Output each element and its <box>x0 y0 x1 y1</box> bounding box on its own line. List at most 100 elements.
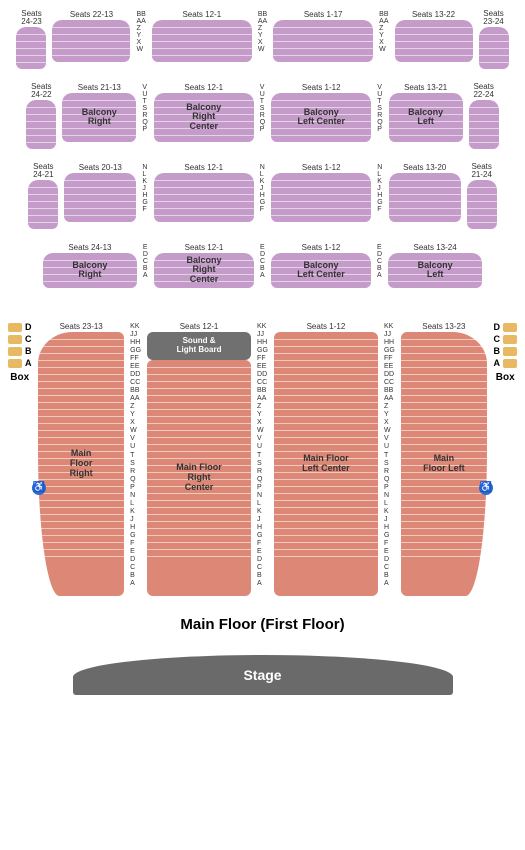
floor-title: Main Floor (First Floor) <box>180 616 344 633</box>
section-name: Balcony Left <box>412 261 459 281</box>
box-seat-row[interactable]: C <box>8 334 32 344</box>
section-name: Main Floor Right Center <box>173 463 225 493</box>
box-seat-row[interactable]: D <box>8 322 32 332</box>
seating-section[interactable] <box>273 20 373 62</box>
section-cluster: Seats 23-24 <box>479 10 509 69</box>
box-seat-row[interactable]: A <box>494 358 518 368</box>
section-name: Balcony Right <box>66 261 113 281</box>
section-name: Balcony Left <box>407 108 444 128</box>
seating-section[interactable] <box>28 180 58 229</box>
box-seat-row[interactable]: B <box>494 346 518 356</box>
seating-section[interactable] <box>16 27 46 69</box>
seating-section[interactable] <box>152 20 252 62</box>
balcony-row: Seats 24-22 Seats 21-13 Balcony Right VUTSR… <box>8 83 517 149</box>
seat-range-label: Seats 24-22 <box>26 83 56 99</box>
balcony-row: Seats 24-13 Balcony Right EDCBA Seats 12-1 B… <box>8 243 517 288</box>
seating-section[interactable] <box>479 27 509 69</box>
seat-range-label: Seats 1-17 <box>304 10 343 19</box>
seat-range-label: Seats 1-12 <box>307 322 346 331</box>
seat-range-label: Seats 12-1 <box>184 163 223 172</box>
section-cluster: Seats 1-12Balcony Left Center <box>271 83 371 142</box>
row-letters: NLKJHGF <box>142 164 147 213</box>
seat-range-label: Seats 12-1 <box>180 322 219 331</box>
seat-range-label: Seats 12-1 <box>182 10 221 19</box>
section-cluster: Seats 22-24 <box>469 83 499 149</box>
row-letters: BBAAZYXW <box>136 11 145 53</box>
section-name: Balcony Left Center <box>296 261 346 281</box>
seating-section[interactable]: Balcony Right Center <box>154 93 254 142</box>
seating-section[interactable] <box>64 173 136 222</box>
section-cluster: Seats 12-1 <box>152 10 252 62</box>
section-name: Balcony Right <box>81 108 118 128</box>
seat-range-label: Seats 13-24 <box>414 243 457 252</box>
seat-range-label: Seats 1-12 <box>302 163 341 172</box>
main-floor-area: DCBABoxSeats 23-13Main Floor Right♿KKJJH… <box>8 322 517 596</box>
seating-section[interactable] <box>469 100 499 149</box>
seat-range-label: Seats 24-13 <box>68 243 111 252</box>
seat-range-label: Seats 23-24 <box>479 10 509 26</box>
seating-section[interactable]: Balcony Right <box>62 93 136 142</box>
box-seat-row[interactable]: D <box>494 322 518 332</box>
seating-section[interactable] <box>389 173 461 222</box>
seating-section[interactable]: Balcony Left <box>389 93 463 142</box>
section-name: Balcony Left Center <box>296 108 346 128</box>
seat-range-label: Seats 12-1 <box>185 243 224 252</box>
seat-range-label: Seats 21-13 <box>78 83 121 92</box>
section-cluster: Seats 24-13 Balcony Right <box>43 243 137 288</box>
seating-section[interactable]: Main Floor Left <box>401 332 487 596</box>
seating-section[interactable]: Balcony Left Center <box>271 93 371 142</box>
seating-section[interactable]: Balcony Right Center <box>154 253 254 288</box>
box-seat-row[interactable]: A <box>8 358 32 368</box>
section-cluster: Seats 12-1 Balcony Right Center <box>154 243 254 288</box>
section-cluster: Seats 12-1 <box>154 163 254 222</box>
row-letters: KKJJHHGGFFEEDDCCBBAAZYXWVUTSRQPNLKJHGFED… <box>384 323 395 587</box>
row-letters: KKJJHHGGFFEEDDCCBBAAZYXWVUTSRQPNLKJHGFED… <box>130 323 141 587</box>
seat-range-label: Seats 20-13 <box>79 163 122 172</box>
seat-range-label: Seats 24-21 <box>28 163 58 179</box>
seating-section[interactable]: Main Floor Right Center <box>147 360 251 596</box>
box-seats-left: DCBA Box <box>8 322 32 383</box>
seating-section[interactable] <box>271 173 371 222</box>
seating-section[interactable]: Balcony Right <box>43 253 137 288</box>
box-label: Box <box>10 372 29 383</box>
seat-range-label: Seats 13-21 <box>404 83 447 92</box>
seat-range-label: Seats 13-22 <box>412 10 455 19</box>
seat-range-label: Seats 23-13 <box>60 322 103 331</box>
row-letters: NLKJHGF <box>377 164 382 213</box>
section-cluster: Seats 13-24 Balcony Left <box>388 243 482 288</box>
main-floor-sections: Seats 23-13 Main Floor Right ♿ KKJJHHGGFFEE… <box>32 322 494 596</box>
section-cluster: Seats 13-20 <box>389 163 461 222</box>
seat-range-label: Seats 24-23 <box>16 10 46 26</box>
seat-range-label: Seats 22-13 <box>70 10 113 19</box>
section-name: Main Floor Right <box>60 449 103 479</box>
section-cluster: Seats 1-12 <box>271 163 371 222</box>
seat-range-label: Seats 13-23 <box>422 322 465 331</box>
section-name: Balcony Right Center <box>179 256 229 286</box>
row-letters: KKJJHHGGFFEEDDCCBBAAZYXWVUTSRQPNLKJHGFED… <box>257 323 268 587</box>
section-name: Balcony Right Center <box>179 103 229 133</box>
box-label: Box <box>496 372 515 383</box>
seating-section[interactable] <box>52 20 130 62</box>
seating-section[interactable]: Main Floor Right <box>38 332 124 596</box>
row-letters: EDCBA <box>260 244 265 279</box>
row-letters: VUTSRQP <box>142 84 147 133</box>
accessible-icon: ♿ <box>32 481 46 495</box>
box-seat-row[interactable]: C <box>494 334 518 344</box>
seating-section[interactable]: Main Floor Left Center <box>274 332 378 596</box>
section-cluster: Seats 24-21 <box>28 163 58 229</box>
seating-section[interactable] <box>395 20 473 62</box>
seating-section[interactable]: Balcony Left <box>388 253 482 288</box>
box-seat-row[interactable]: B <box>8 346 32 356</box>
row-letters: NLKJHGF <box>260 164 265 213</box>
seating-chart: Seats 24-23 Seats 22-13 BBAAZYXW Seats 12-1… <box>0 0 525 705</box>
stage: Stage <box>73 655 453 695</box>
seating-section[interactable]: Balcony Left Center <box>271 253 371 288</box>
seating-section[interactable] <box>154 173 254 222</box>
row-letters: EDCBA <box>143 244 148 279</box>
section-cluster: Seats 20-13 <box>64 163 136 222</box>
row-letters: BBAAZYXW <box>379 11 388 53</box>
section-cluster: Seats 13-22 <box>395 10 473 62</box>
seat-range-label: Seats 13-20 <box>403 163 446 172</box>
seating-section[interactable] <box>26 100 56 149</box>
seating-section[interactable] <box>467 180 497 229</box>
